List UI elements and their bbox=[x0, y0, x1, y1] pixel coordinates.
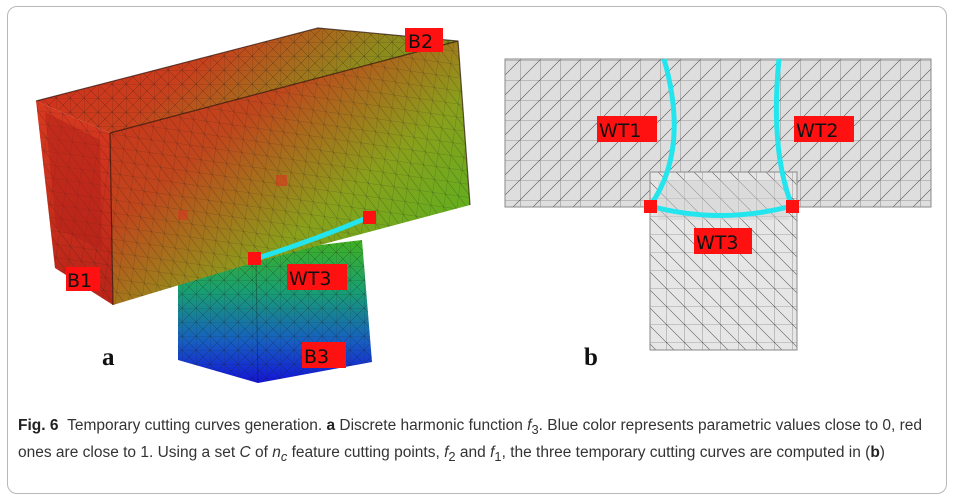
caption-nc-sub: c bbox=[280, 449, 288, 465]
label-wt3-b: WT3 bbox=[694, 228, 752, 254]
svg-text:WT2: WT2 bbox=[796, 120, 838, 142]
label-wt3-a: WT3 bbox=[287, 264, 347, 290]
cutting-curve-wt3-b bbox=[649, 203, 793, 218]
label-wt1: WT1 bbox=[597, 116, 657, 142]
svg-text:WT1: WT1 bbox=[599, 120, 641, 142]
caption-text-7: , the three temporary cutting curves are… bbox=[501, 444, 871, 462]
caption-text-3: . Blue color represents parametric value… bbox=[18, 417, 923, 462]
cutting-curve-wt2 bbox=[773, 58, 795, 207]
panel-a-mesh-figure: B2 B1 WT3 B3 bbox=[35, 27, 471, 384]
svg-text:WT3: WT3 bbox=[289, 268, 331, 290]
main-beam bbox=[35, 27, 471, 306]
caption-ref-b: b bbox=[870, 444, 880, 462]
figure-caption: Fig. 6 Temporary cutting curves generati… bbox=[18, 414, 928, 468]
svg-text:WT3: WT3 bbox=[696, 232, 738, 254]
cutting-point-right-a bbox=[363, 211, 376, 224]
panel-letter-a: a bbox=[102, 344, 115, 371]
svg-text:B3: B3 bbox=[304, 346, 329, 368]
caption-nc: n bbox=[272, 444, 281, 462]
cutting-point-left-b bbox=[644, 200, 657, 213]
cutting-curve-wt3-a bbox=[254, 214, 370, 262]
svg-text:B1: B1 bbox=[67, 270, 92, 292]
caption-f3-sub: 3 bbox=[531, 422, 539, 438]
caption-f1: f bbox=[490, 444, 495, 462]
caption-f3: f bbox=[527, 417, 532, 434]
caption-text-1: Temporary cutting curves generation. bbox=[67, 417, 327, 434]
flat-mesh bbox=[504, 58, 932, 351]
svg-text:B2: B2 bbox=[408, 31, 433, 53]
label-b1: B1 bbox=[66, 267, 100, 292]
label-b3: B3 bbox=[302, 342, 346, 368]
label-b2: B2 bbox=[405, 28, 443, 53]
caption-set-c: C bbox=[239, 444, 251, 462]
figure-label: Fig. 6 bbox=[18, 417, 59, 434]
caption-f2: f bbox=[444, 444, 449, 462]
label-wt2: WT2 bbox=[794, 116, 854, 142]
cutting-curve-wt1 bbox=[647, 58, 677, 208]
caption-text-8: ) bbox=[879, 444, 885, 462]
caption-text-4: of bbox=[250, 444, 273, 462]
panel-b-mesh-figure: WT1 WT2 WT3 bbox=[504, 58, 932, 351]
caption-text-5: feature cutting points, bbox=[287, 444, 445, 462]
cutting-point-left-a bbox=[248, 252, 261, 265]
caption-f1-sub: 1 bbox=[494, 449, 502, 465]
caption-text-2: Discrete harmonic function bbox=[335, 417, 528, 434]
caption-text-6: and bbox=[455, 444, 491, 462]
caption-ref-a: a bbox=[326, 417, 336, 434]
caption-f2-sub: 2 bbox=[448, 449, 456, 465]
figure-frame bbox=[7, 6, 947, 494]
panel-letter-b: b bbox=[584, 344, 598, 371]
cutting-point-right-b bbox=[786, 200, 799, 213]
